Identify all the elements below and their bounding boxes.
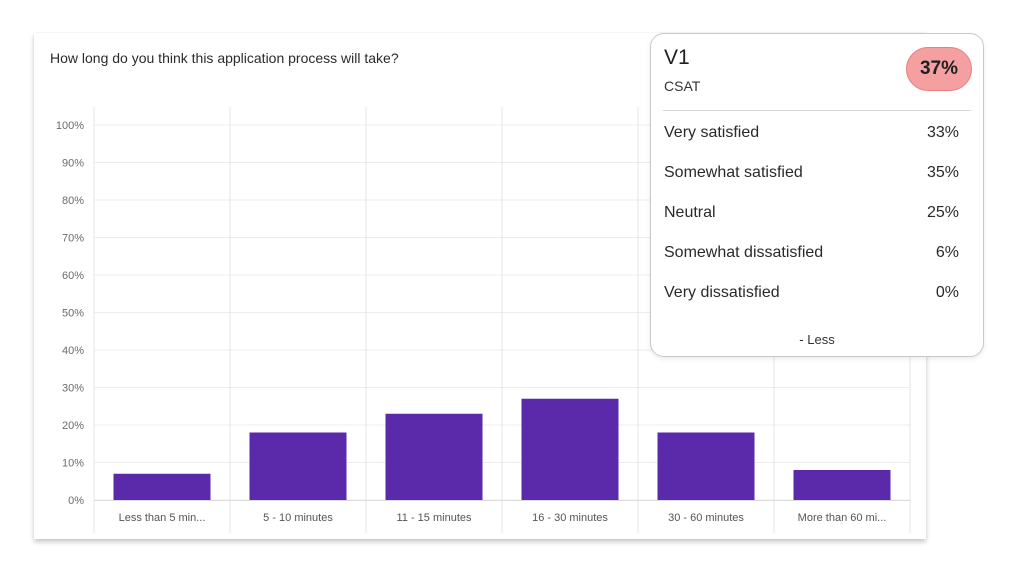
y-tick-label: 20% [62,420,84,432]
bar-chart: 0% 10% 20% 30% 40% 50% 60% 70% 80% 90% 100% Less th… [56,107,911,533]
x-tick-label: 16 - 30 minutes [532,512,608,524]
y-tick-label: 70% [62,233,84,245]
y-tick-label: 30% [62,383,84,395]
y-tick-label: 40% [62,345,84,357]
row-label: Very dissatisfied [664,284,780,301]
row-label: Very satisfied [664,124,760,141]
row-value: 6% [935,244,959,261]
x-tick-label: More than 60 mi... [798,512,887,524]
question-title: How long do you think this application p… [50,50,399,66]
bar [385,413,483,500]
y-tick-label: 80% [62,195,84,207]
bar [657,432,755,500]
row-value: 35% [926,164,959,181]
list-item: Neutral 25% [664,204,959,244]
csat-breakdown-list: Very satisfied 33% Somewhat satisfied 35… [664,124,959,324]
y-tick-label: 10% [62,458,84,470]
x-tick-label: 5 - 10 minutes [263,512,333,524]
list-item: Very satisfied 33% [664,124,959,164]
csat-popover: V1 CSAT 37% Very satisfied 33% Somewhat … [650,33,984,357]
y-tick-label: 60% [62,270,84,282]
y-tick-label: 100% [56,120,84,132]
y-tick-label: 90% [62,158,84,170]
csat-score-badge: 37% [906,47,972,91]
less-toggle-link[interactable]: - Less [799,332,835,347]
popover-divider [663,110,971,111]
x-tick-label: 11 - 15 minutes [396,512,472,524]
list-item: Somewhat satisfied 35% [664,164,959,204]
row-value: 33% [926,124,959,141]
list-item: Very dissatisfied 0% [664,284,959,324]
row-label: Somewhat dissatisfied [664,244,824,261]
bar [113,473,211,500]
row-label: Neutral [664,204,716,221]
row-label: Somewhat satisfied [664,164,803,181]
bar [249,432,347,500]
bar [521,398,619,500]
row-value: 0% [935,284,959,301]
y-tick-label: 0% [68,495,84,507]
x-tick-label: Less than 5 min... [119,512,206,524]
popover-subtitle: CSAT [664,78,701,94]
x-tick-label: 30 - 60 minutes [668,512,744,524]
row-value: 25% [926,204,959,221]
popover-title: V1 [664,46,690,69]
y-tick-label: 50% [62,308,84,320]
bar [793,470,891,500]
list-item: Somewhat dissatisfied 6% [664,244,959,284]
